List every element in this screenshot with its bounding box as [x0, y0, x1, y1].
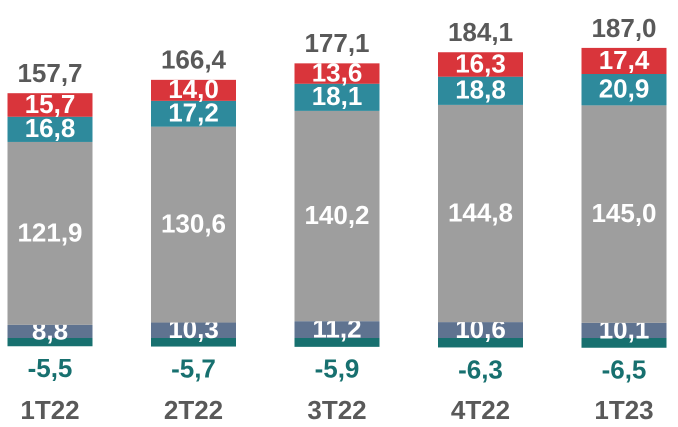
value-label: 18,1 — [312, 81, 363, 111]
bar-segment — [438, 52, 523, 77]
value-label: 16,3 — [455, 48, 506, 78]
bar-segment — [7, 141, 93, 325]
bar-segment — [438, 338, 523, 348]
total-label: 187,0 — [591, 13, 656, 43]
total-label: 177,1 — [304, 28, 369, 58]
bar-segment — [151, 126, 236, 323]
bar-segment — [581, 105, 667, 323]
bar-segment — [151, 100, 236, 127]
value-label: 18,8 — [455, 75, 506, 105]
bar-segment — [438, 322, 523, 338]
bar-segment — [151, 322, 236, 338]
value-label: 121,9 — [17, 217, 82, 247]
value-label: 144,8 — [448, 197, 513, 227]
bar-segment — [438, 76, 523, 105]
bar-segment — [581, 322, 667, 338]
value-label: 14,0 — [168, 74, 219, 104]
value-label: 140,2 — [304, 200, 369, 230]
bar-segment — [294, 83, 380, 111]
bar-segment — [581, 74, 667, 106]
x-tick-label: 1T23 — [594, 395, 653, 425]
total-label: 184,1 — [448, 17, 513, 47]
bar-segment — [7, 324, 93, 338]
value-label: 130,6 — [161, 208, 226, 238]
value-label: 20,9 — [599, 74, 650, 104]
bar-segment — [438, 104, 523, 323]
value-label: 17,2 — [168, 98, 219, 128]
bar-segment — [151, 79, 236, 101]
bar-segment — [7, 338, 93, 347]
bar-segment — [7, 116, 93, 142]
bar-segment — [294, 110, 380, 322]
value-label: -5,5 — [28, 353, 73, 383]
bar-segment — [581, 338, 667, 348]
bar-segment — [7, 93, 93, 117]
value-label: 145,0 — [591, 198, 656, 228]
bar-segment — [294, 63, 380, 84]
x-tick-label: 2T22 — [164, 395, 223, 425]
value-label: 15,7 — [25, 89, 76, 119]
bar-segment — [581, 47, 667, 74]
total-label: 166,4 — [161, 45, 227, 75]
value-label: -5,7 — [171, 353, 216, 383]
x-tick-label: 1T22 — [20, 395, 79, 425]
value-label: 13,6 — [312, 57, 363, 87]
total-label: 157,7 — [17, 58, 82, 88]
bar-segment — [294, 321, 380, 338]
value-label: -6,5 — [602, 355, 647, 385]
value-label: -5,9 — [315, 354, 360, 384]
value-label: -6,3 — [458, 354, 503, 384]
bar-segment — [294, 338, 380, 347]
value-label: 17,4 — [599, 45, 650, 75]
value-label: 16,8 — [25, 113, 76, 143]
bar-segment — [151, 338, 236, 347]
x-tick-label: 4T22 — [451, 395, 510, 425]
x-tick-label: 3T22 — [307, 395, 366, 425]
